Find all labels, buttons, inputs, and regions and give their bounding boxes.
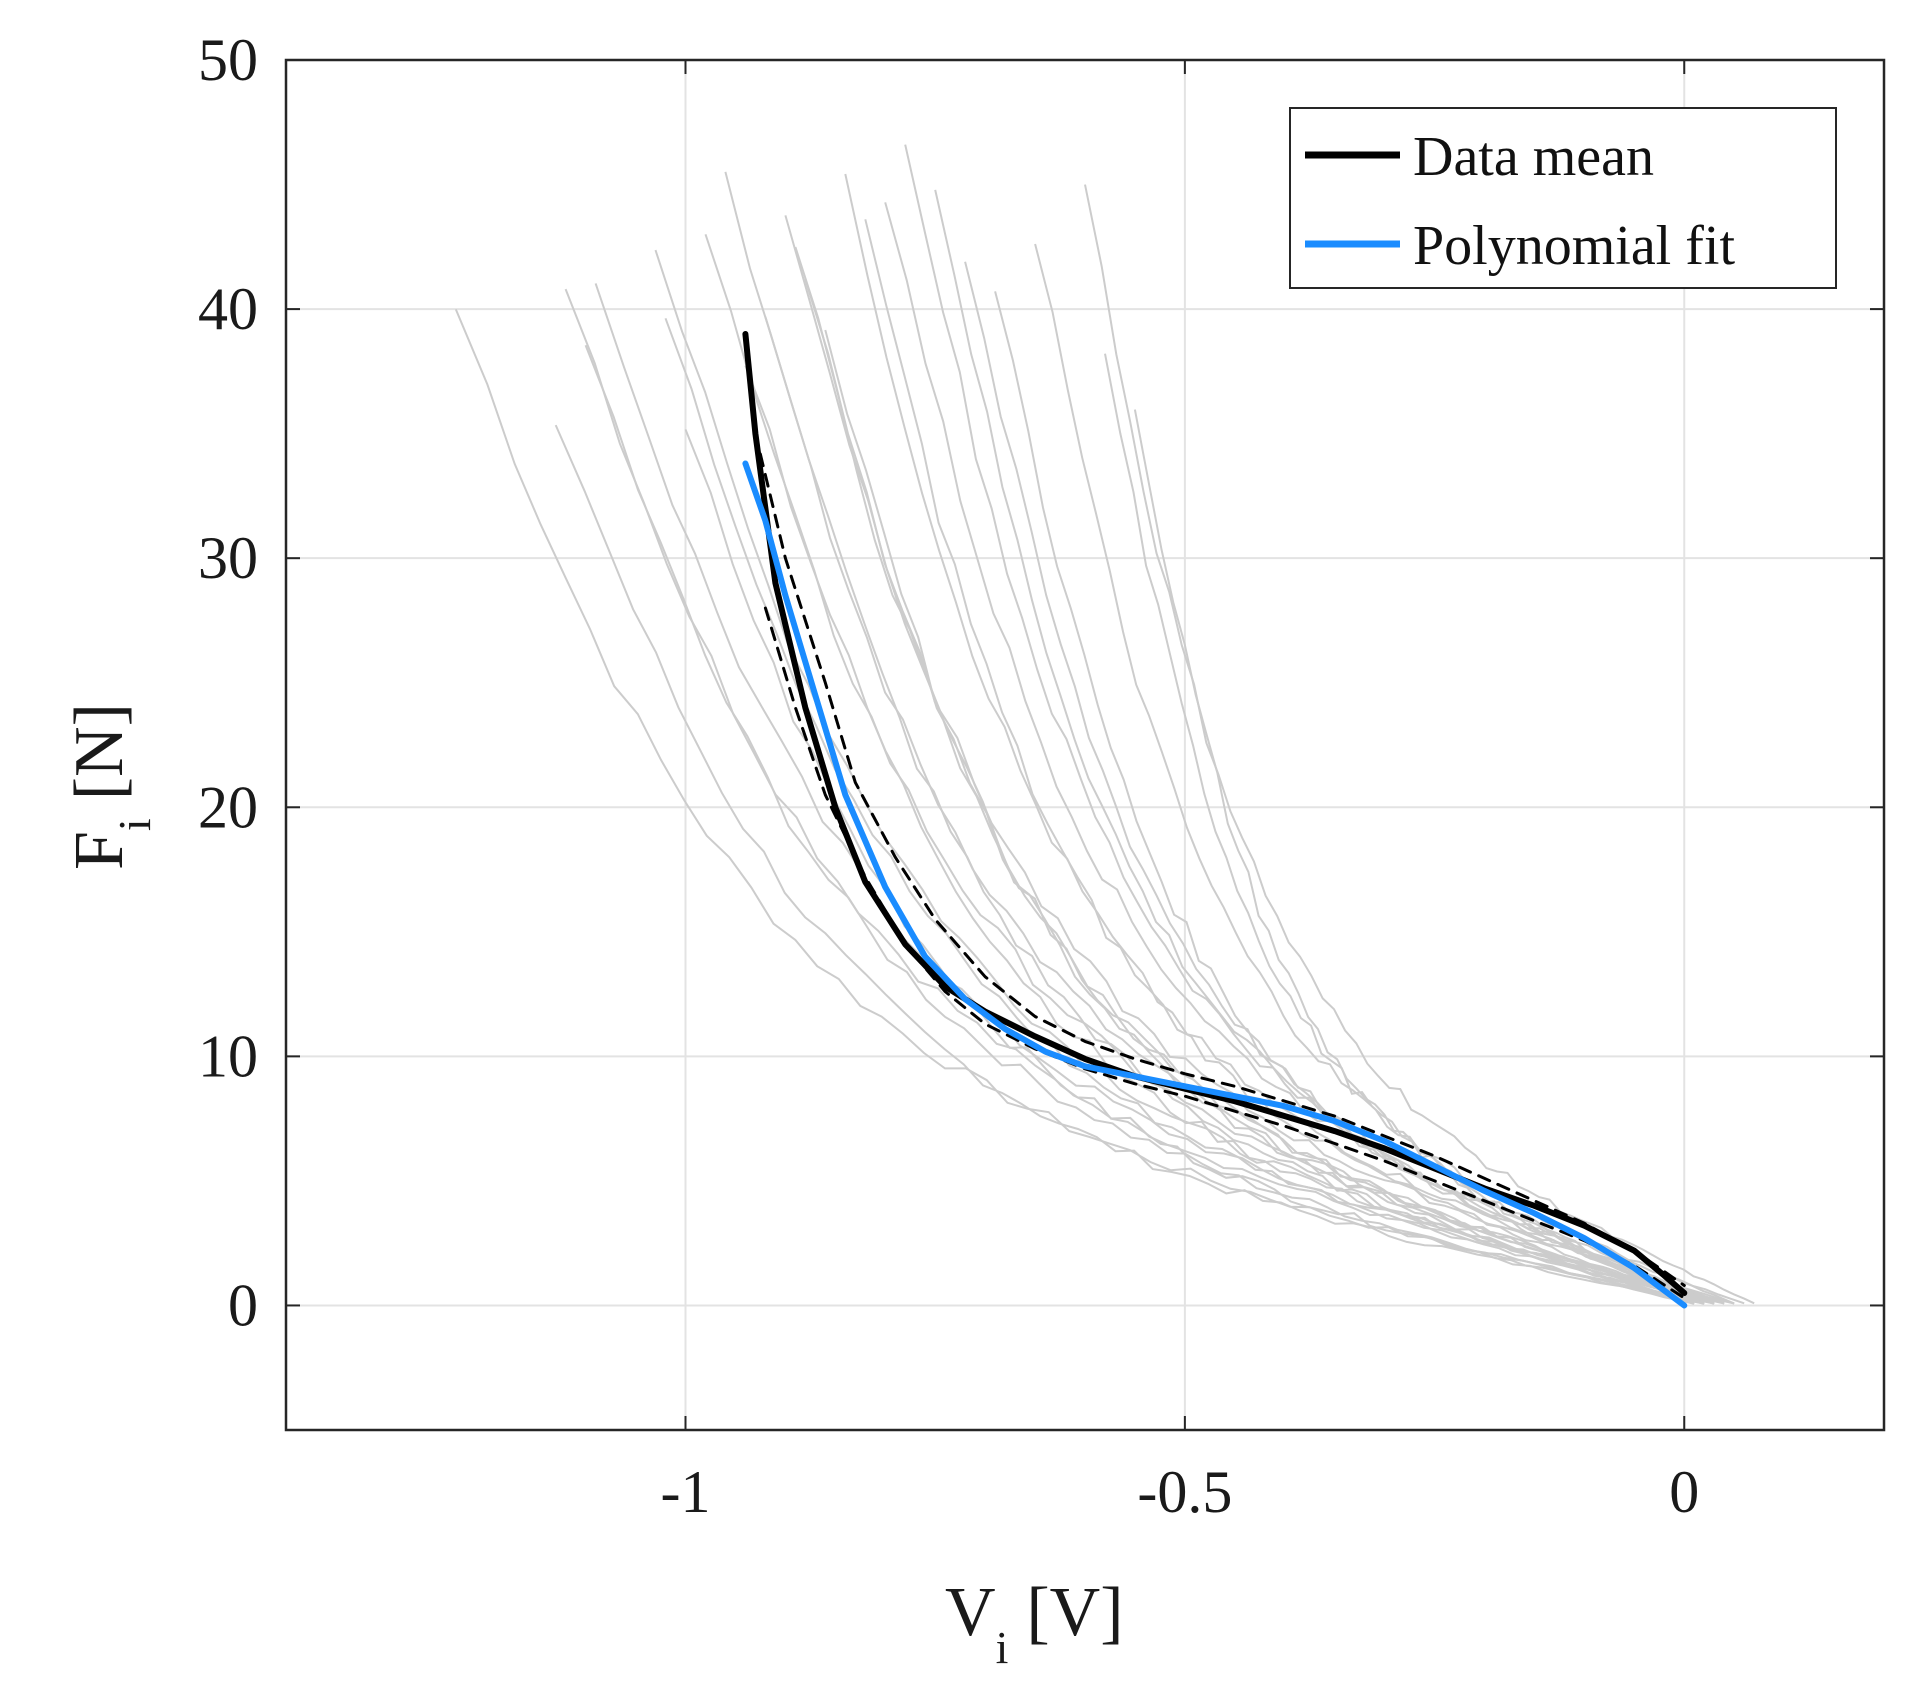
x-tick-label: 0 [1669, 1459, 1699, 1525]
series-line-polynomial-fit [742, 460, 1688, 1309]
trial-curve [1034, 243, 1735, 1305]
y-tick-label: 0 [228, 1272, 258, 1338]
legend: Data mean Polynomial fit [1289, 107, 1837, 289]
x-axis-label-unit: [V] [1026, 1574, 1123, 1651]
series-lines [742, 331, 1688, 1309]
legend-box [1289, 107, 1837, 289]
x-axis-label: Vi [V] [945, 1574, 1124, 1673]
x-tick-label: -0.5 [1137, 1459, 1232, 1525]
x-axis-label-sub: i [996, 1622, 1009, 1673]
x-tick-label: -1 [661, 1459, 711, 1525]
trial-curve [664, 317, 1705, 1305]
y-tick-label: 10 [198, 1023, 258, 1089]
trial-curves [454, 144, 1755, 1305]
trial-curve [764, 316, 1695, 1305]
y-tick-label: 30 [198, 525, 258, 591]
y-tick-label: 40 [198, 276, 258, 342]
y-tick-label: 50 [198, 27, 258, 93]
series-line-upper-bound [753, 432, 1686, 1287]
trial-curve [824, 329, 1695, 1305]
trial-curve [594, 283, 1735, 1305]
y-tick-label: 20 [198, 774, 258, 840]
axis-ticks: -1 -0.5 0 0 10 20 30 40 50 [198, 27, 1884, 1525]
legend-label-data-mean: Data mean [1413, 126, 1654, 188]
trial-curve [1133, 409, 1705, 1305]
x-axis-label-main: V [945, 1574, 996, 1651]
y-axis-label-sub: i [109, 818, 160, 831]
y-axis-label: Fi [N] [61, 703, 160, 870]
y-axis-label-main: F [61, 831, 138, 870]
legend-label-polynomial-fit: Polynomial fit [1413, 215, 1735, 277]
y-axis-label-unit: [N] [61, 703, 138, 800]
plot-frame [284, 58, 1886, 1432]
trial-curve [864, 219, 1705, 1305]
